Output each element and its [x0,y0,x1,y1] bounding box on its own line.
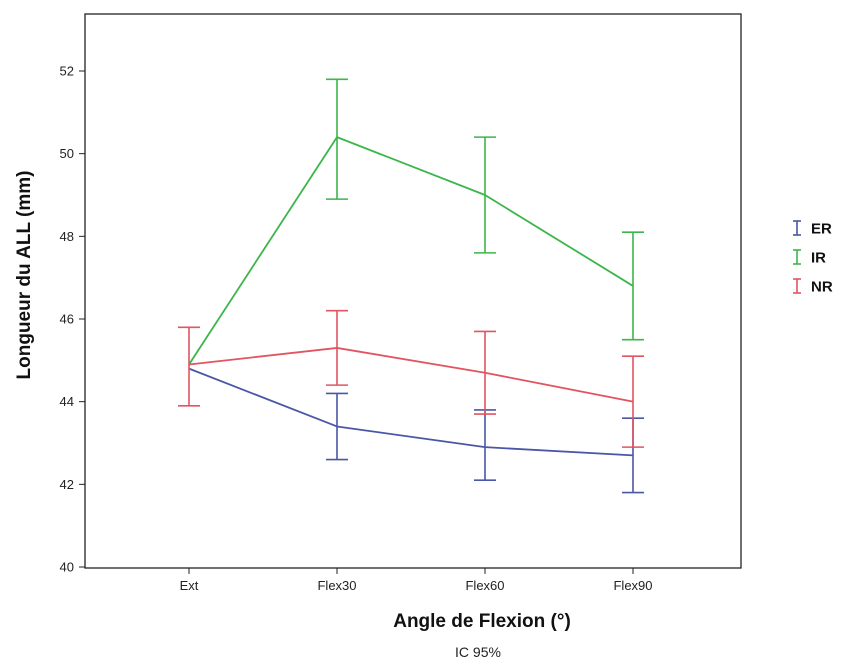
y-tick-label: 42 [60,477,74,492]
error-bar-er [474,409,496,482]
y-tick-label: 40 [60,560,74,575]
x-axis-title: Angle de Flexion (°) [393,611,571,632]
plot-area-frame [84,13,742,569]
y-tick-label: 50 [60,146,74,161]
x-tick-label: Flex60 [465,578,504,593]
legend-item-er: ER [793,220,832,238]
x-axis: Ext Flex30 Flex60 Flex90 [180,568,653,593]
error-bar-nr [178,326,200,407]
series-line-er [188,367,634,457]
x-tick-label: Flex30 [317,578,356,593]
x-tick-label: Flex90 [613,578,652,593]
legend-item-ir: IR [793,249,826,267]
error-bar-ir [326,78,348,200]
legend-label-nr: NR [811,279,833,296]
legend: ER IR NR [793,220,833,296]
y-tick-label: 46 [60,312,74,327]
legend-swatch-nr [793,278,801,294]
legend-label-ir: IR [811,250,826,267]
series-line-ir [188,136,634,365]
y-tick-label: 48 [60,229,74,244]
y-axis-title: Longueur du ALL (mm) [14,171,35,380]
series-layer [178,78,644,494]
y-axis: 40 42 44 46 48 50 52 [60,64,85,575]
series-nr [178,309,644,448]
legend-label-er: ER [811,221,832,238]
x-tick-label: Ext [180,578,199,593]
legend-swatch-er [793,220,801,236]
y-tick-label: 52 [60,64,74,79]
series-er [188,367,644,494]
legend-item-nr: NR [793,278,833,296]
series-line-nr [188,347,634,403]
confidence-interval-note: IC 95% [455,644,501,660]
legend-swatch-ir [793,249,801,265]
y-tick-label: 44 [60,394,74,409]
error-bar-nr [622,355,644,448]
series-ir [188,78,644,365]
